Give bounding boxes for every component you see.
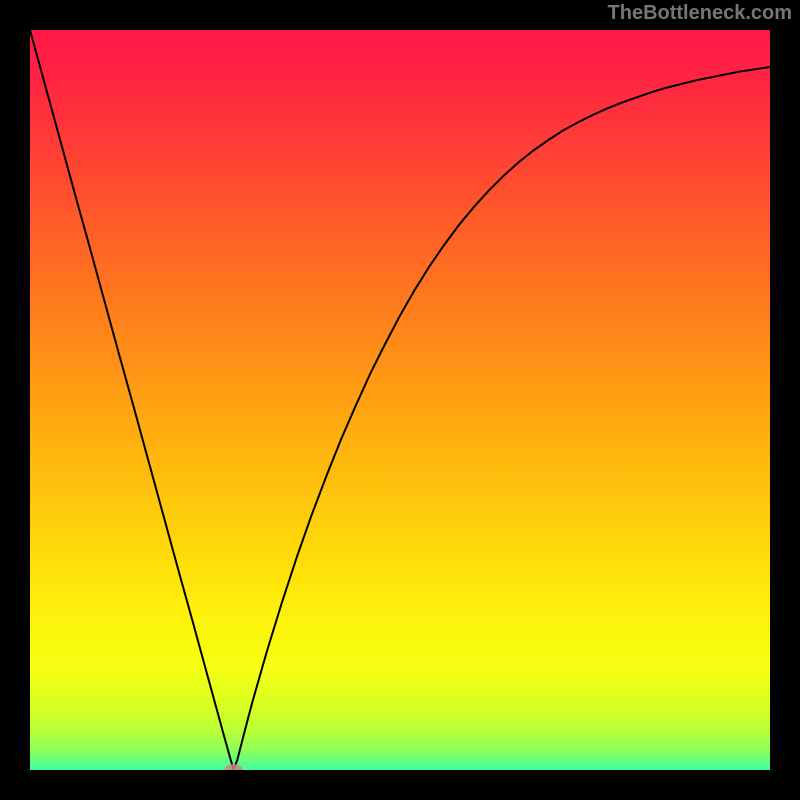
bottleneck-curve-chart <box>30 30 770 770</box>
chart-container: TheBottleneck.com <box>0 0 800 800</box>
watermark-text: TheBottleneck.com <box>608 2 792 25</box>
gradient-background <box>30 30 770 770</box>
plot-area <box>30 30 770 770</box>
